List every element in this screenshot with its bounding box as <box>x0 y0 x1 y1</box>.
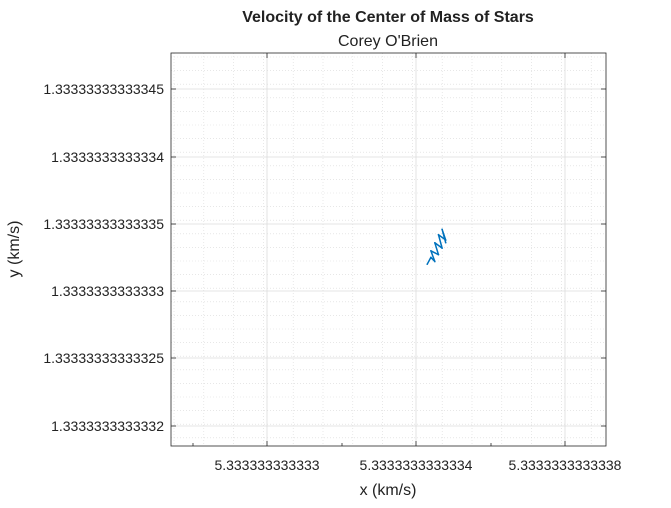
data-layer <box>426 228 447 266</box>
y-tick-label: 1.33333333333345 <box>43 81 164 97</box>
axis-ticks: 5.333333333333 5.3333333333334 5.333333333… <box>43 53 622 473</box>
x-axis-label: x (km/s) <box>360 482 417 499</box>
y-tick-label: 1.3333333333332 <box>51 418 164 434</box>
data-point <box>430 250 432 252</box>
data-point <box>444 241 447 244</box>
y-tick-label: 1.33333333333335 <box>43 216 164 232</box>
x-tick-label: 5.3333333333334 <box>360 457 473 473</box>
y-axis-label: y (km/s) <box>6 221 23 278</box>
data-point <box>441 228 443 231</box>
data-point <box>444 239 447 241</box>
data-point <box>430 256 432 259</box>
data-point <box>437 253 440 256</box>
grid <box>171 53 606 446</box>
chart-title: Velocity of the Center of Mass of Stars <box>242 9 534 26</box>
y-tick-label: 1.33333333333325 <box>43 350 164 366</box>
x-tick-label: 5.3333333333338 <box>509 457 622 473</box>
data-point <box>434 260 436 263</box>
y-tick-label: 1.3333333333334 <box>51 149 164 165</box>
y-tick-label: 1.3333333333333 <box>51 283 164 299</box>
data-point <box>437 233 440 236</box>
data-point <box>441 247 443 249</box>
chart-subtitle: Corey O'Brien <box>338 33 438 50</box>
data-point <box>426 263 429 266</box>
plot-frame <box>170 52 607 447</box>
x-tick-label: 5.333333333333 <box>214 457 319 473</box>
data-point <box>434 241 436 244</box>
